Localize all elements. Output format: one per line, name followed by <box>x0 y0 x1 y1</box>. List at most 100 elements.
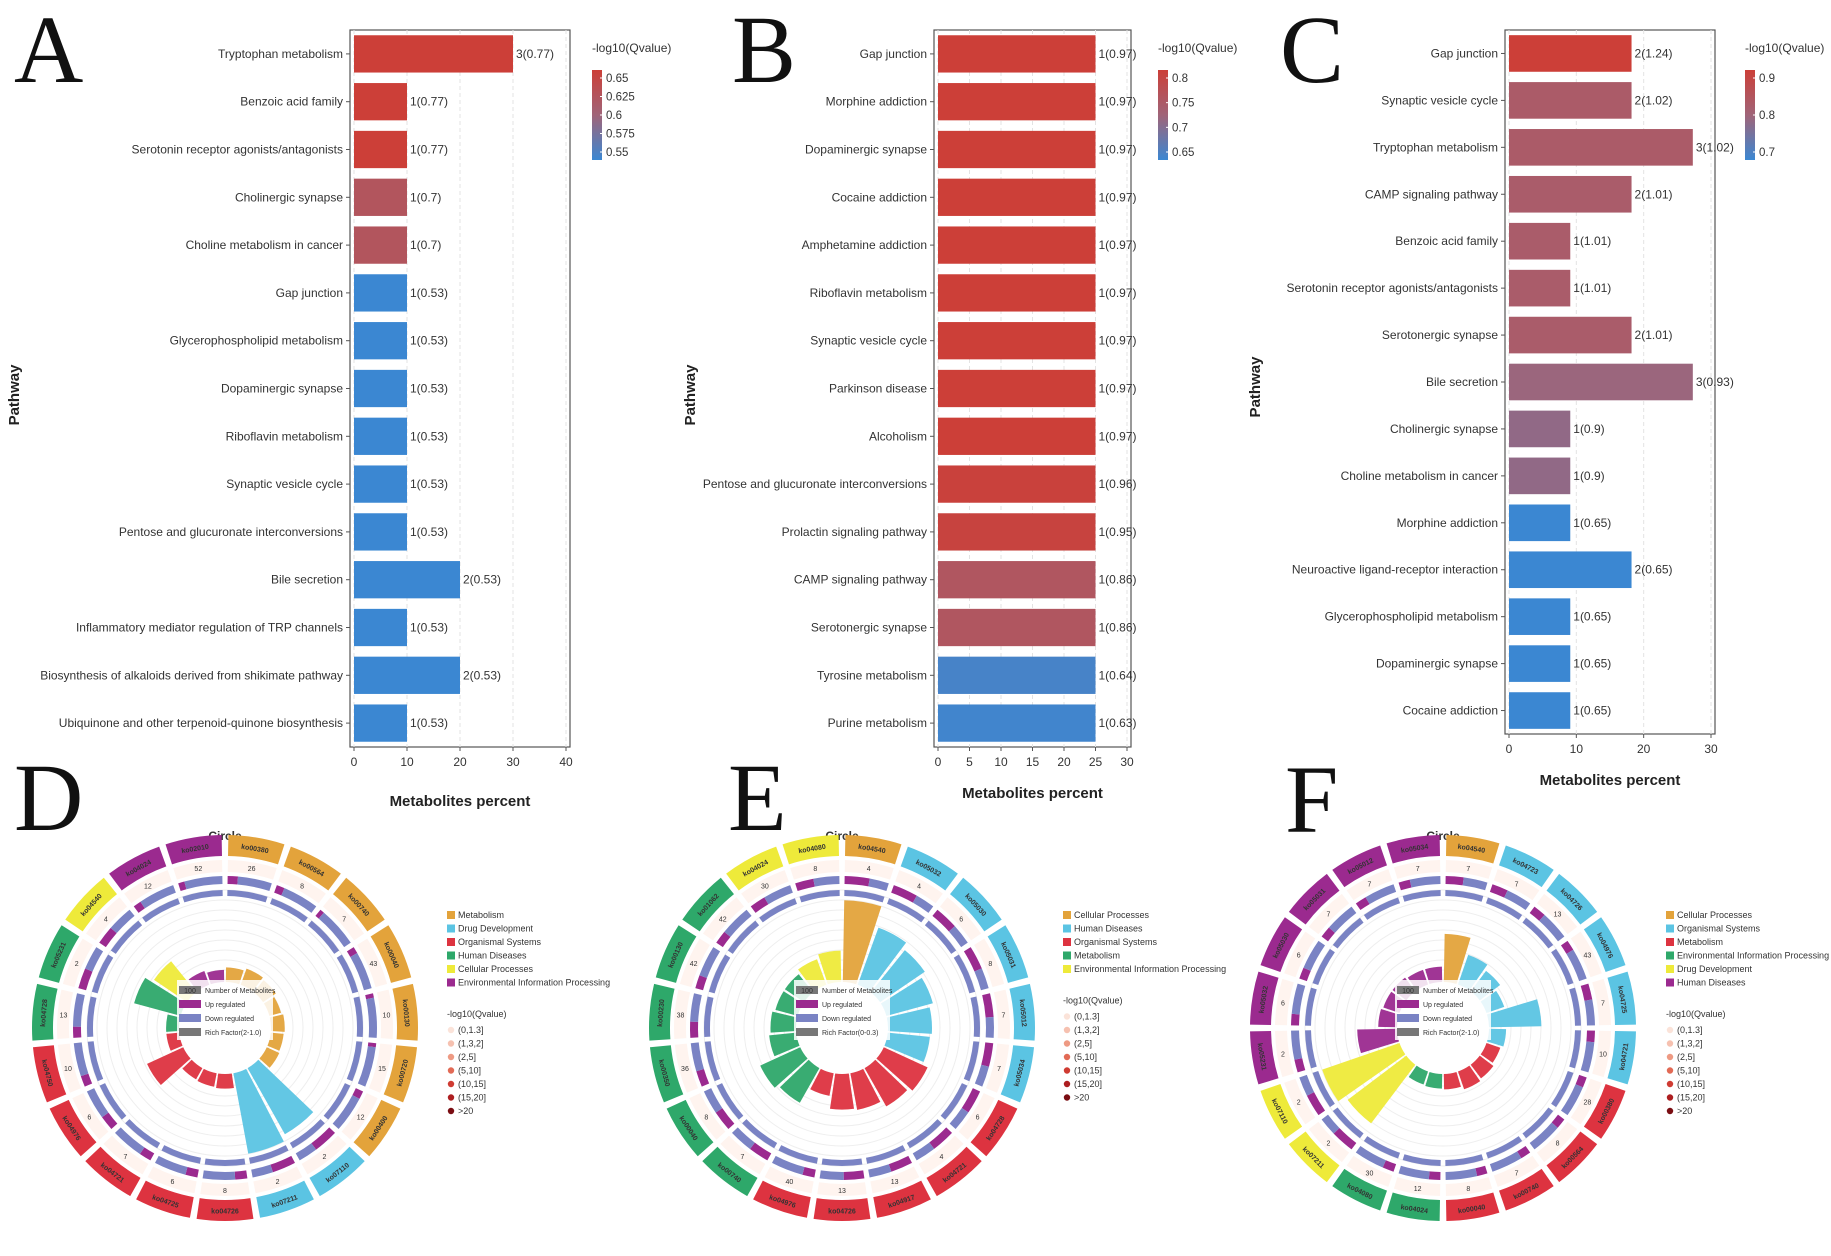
bar-value-label: 1(0.53) <box>410 429 448 443</box>
count-band <box>1493 869 1540 901</box>
bar-chart-a: Tryptophan metabolism 3(0.77) Benzoic acid… <box>6 29 671 810</box>
rich-factor-bar <box>166 1014 181 1032</box>
pathway-label: Choline metabolism in cancer <box>186 238 343 252</box>
up-regulated-arc <box>315 909 324 919</box>
bar <box>938 465 1096 503</box>
inner-ring-arc <box>1363 1136 1401 1159</box>
sector-count-label: 7 <box>1326 911 1330 918</box>
up-regulated-arc <box>1580 983 1593 1001</box>
sector-count-label: 13 <box>838 1188 846 1195</box>
sector-id-block <box>726 846 784 891</box>
sector-count-label: 42 <box>719 916 727 923</box>
rich-factor-bar <box>769 1032 800 1057</box>
inner-ring-arc <box>759 898 797 923</box>
up-regulated-arc <box>843 1170 865 1180</box>
pathway-label: Tyrosine metabolism <box>817 668 927 682</box>
sector-id-block <box>1499 845 1554 888</box>
down-regulated-arc <box>1355 1145 1386 1168</box>
down-regulated-arc <box>114 1127 145 1154</box>
x-tick-label: 0 <box>1506 742 1513 756</box>
up-regulated-arc <box>365 993 374 1000</box>
sector-count-label: 52 <box>194 866 202 873</box>
sector-count-label: 8 <box>813 866 817 873</box>
rich-factor-bar <box>818 950 842 985</box>
inner-ring-arc <box>821 1158 863 1166</box>
guide-ring <box>116 919 334 1137</box>
down-regulated-arc <box>948 926 968 948</box>
q-legend-dot <box>1666 1053 1674 1061</box>
down-regulated-arc <box>724 909 752 937</box>
legend-swatch <box>1666 911 1674 919</box>
pathway-label: Serotonin receptor agonists/antagonists <box>132 143 343 157</box>
count-band <box>674 1043 699 1093</box>
bar-value-label: 1(0.65) <box>1573 516 1611 530</box>
count-band <box>341 1093 378 1140</box>
up-regulated-arc <box>844 876 870 887</box>
inner-ring-arc <box>866 1145 906 1164</box>
key-count: 100 <box>184 988 196 995</box>
up-regulated-arc <box>227 876 239 885</box>
key-label: Down regulated <box>205 1016 254 1023</box>
bar <box>938 178 1096 216</box>
down-regulated-arc <box>332 1095 360 1129</box>
sector-id-block <box>970 1099 1018 1157</box>
bar-value-label: 2(1.01) <box>1635 328 1673 342</box>
count-band <box>57 1043 82 1093</box>
x-tick-label: 10 <box>400 755 414 769</box>
key-swatch <box>179 1014 201 1022</box>
q-legend-dot <box>1666 1107 1674 1115</box>
bar-value-label: 1(0.77) <box>410 95 448 109</box>
down-regulated-arc <box>350 953 372 991</box>
down-regulated-arc <box>357 1046 376 1087</box>
legend-label: Organismal Systems <box>458 937 542 947</box>
up-regulated-arc <box>961 1088 981 1113</box>
sector-id-block <box>666 1099 714 1157</box>
count-band <box>1493 1155 1540 1187</box>
sector-id-block <box>383 1045 418 1103</box>
count-band <box>357 938 388 988</box>
sector-count-label: 7 <box>1466 866 1470 873</box>
sector-id-block <box>753 1180 811 1218</box>
bar-value-label: 1(0.97) <box>1099 429 1137 443</box>
rich-factor-bar <box>247 1059 314 1135</box>
up-regulated-arc <box>1306 1092 1326 1116</box>
count-band <box>958 1093 995 1140</box>
sector-id-label: ko04540 <box>858 844 887 855</box>
legend-label: Human Diseases <box>458 951 527 961</box>
pathway-label: Amphetamine addiction <box>802 238 927 252</box>
key-label: Number of Metabolites <box>822 988 893 995</box>
count-band <box>985 1043 1010 1093</box>
q-legend-label: >20 <box>1074 1093 1089 1103</box>
sector-id-block <box>1546 873 1598 925</box>
inner-ring-arc <box>125 1119 161 1149</box>
up-regulated-arc <box>1560 940 1574 954</box>
key-label: Number of Metabolites <box>1423 988 1494 995</box>
count-band <box>1570 931 1602 978</box>
bar <box>354 130 407 169</box>
count-band <box>368 1043 393 1093</box>
pathway-label: Morphine addiction <box>826 95 927 109</box>
legend-label: Environmental Information Processing <box>1677 951 1829 961</box>
panel-letter-a: A <box>14 0 83 103</box>
sector-count-label: 2 <box>75 961 79 968</box>
sector-count-label: 10 <box>1599 1051 1607 1058</box>
sector-id-block <box>900 846 958 891</box>
q-legend-label: (5,10] <box>1677 1066 1700 1076</box>
rich-factor-bar <box>259 1047 280 1068</box>
sector-id-block <box>649 983 675 1041</box>
down-regulated-arc <box>813 876 840 887</box>
inner-ring-arc <box>99 1083 127 1120</box>
count-band <box>147 1166 197 1194</box>
rich-factor-bar <box>857 927 907 992</box>
x-tick-label: 40 <box>559 755 573 769</box>
pathway-label: Synaptic vesicle cycle <box>810 334 927 348</box>
down-regulated-arc <box>1539 914 1565 942</box>
q-legend-title: -log10(Qvalue) <box>1666 1009 1726 1019</box>
sector-id-block <box>165 835 222 865</box>
inner-ring-arc <box>1551 1070 1574 1108</box>
key-swatch <box>796 1000 818 1008</box>
inner-ring-arc <box>727 920 760 954</box>
pathway-label: Serotonin receptor agonists/antagonists <box>1287 281 1498 295</box>
inner-ring-arc <box>1312 948 1335 986</box>
count-band <box>72 1093 109 1140</box>
